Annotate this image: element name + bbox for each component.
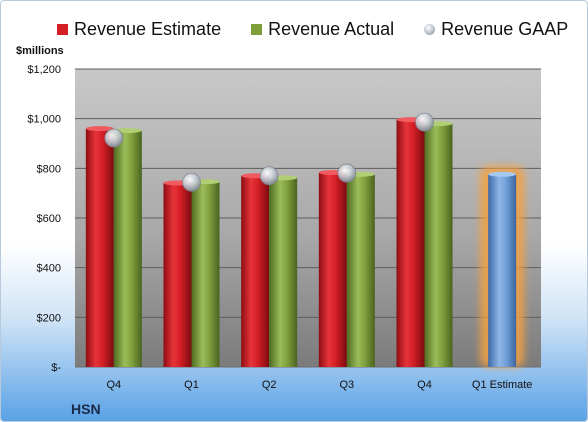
bar-revenue-actual (269, 177, 298, 367)
bar-revenue-actual (113, 130, 142, 367)
legend-swatch-estimate (57, 24, 68, 35)
legend-item-actual: Revenue Actual (251, 19, 394, 40)
y-axis-unit-label: $millions (16, 45, 64, 57)
x-tick-label: Q4 (417, 379, 432, 391)
y-tick-label: $200 (37, 312, 61, 324)
y-tick-label: $- (51, 362, 61, 374)
gridlines (75, 68, 541, 368)
bar-revenue-actual (346, 174, 375, 367)
bar-q1-estimate (488, 174, 517, 367)
marker-revenue-gaap (337, 163, 357, 183)
marker-revenue-gaap (182, 172, 201, 192)
bar-revenue-estimate (241, 175, 270, 367)
y-tick-label: $800 (37, 163, 61, 175)
bar-revenue-estimate (396, 119, 425, 367)
y-tick-label: $600 (37, 213, 61, 225)
legend-swatch-actual (251, 24, 263, 35)
bar-revenue-estimate (318, 172, 347, 367)
x-tick-label: Q1 (184, 379, 199, 391)
marker-revenue-gaap (415, 112, 434, 132)
bar-cap-actual (488, 171, 517, 177)
legend: Revenue Estimate Revenue Actual Revenue … (57, 19, 568, 40)
bars (85, 112, 525, 367)
x-tick-label: Q2 (262, 379, 277, 391)
axis-ticks: $- $200 $400 $600 $800 $1,000 $1,200 Q4 Q1 Q2 Q3 Q4… (27, 64, 532, 391)
bar-revenue-estimate (163, 182, 192, 367)
x-tick-label: Q1 Estimate (472, 379, 533, 391)
legend-swatch-gaap (424, 24, 436, 35)
legend-label-estimate: Revenue Estimate (74, 19, 222, 39)
y-tick-label: $400 (37, 263, 61, 275)
marker-revenue-gaap (104, 128, 124, 148)
company-name: HSN (71, 401, 101, 417)
bar-revenue-actual (424, 123, 453, 367)
legend-item-estimate: Revenue Estimate (57, 19, 221, 40)
marker-revenue-gaap (259, 166, 279, 186)
y-tick-label: $1,200 (27, 64, 61, 76)
legend-label-gaap: Revenue GAAP (441, 19, 569, 39)
x-tick-label: Q3 (339, 379, 354, 391)
bar-cap-estimate (85, 126, 114, 132)
y-tick-label: $1,000 (27, 114, 61, 126)
bar-revenue-estimate (85, 128, 114, 367)
legend-label-actual: Revenue Actual (268, 19, 395, 39)
legend-item-gaap: Revenue GAAP (424, 19, 568, 40)
bar-revenue-actual (191, 181, 220, 367)
x-tick-label: Q4 (106, 379, 121, 391)
